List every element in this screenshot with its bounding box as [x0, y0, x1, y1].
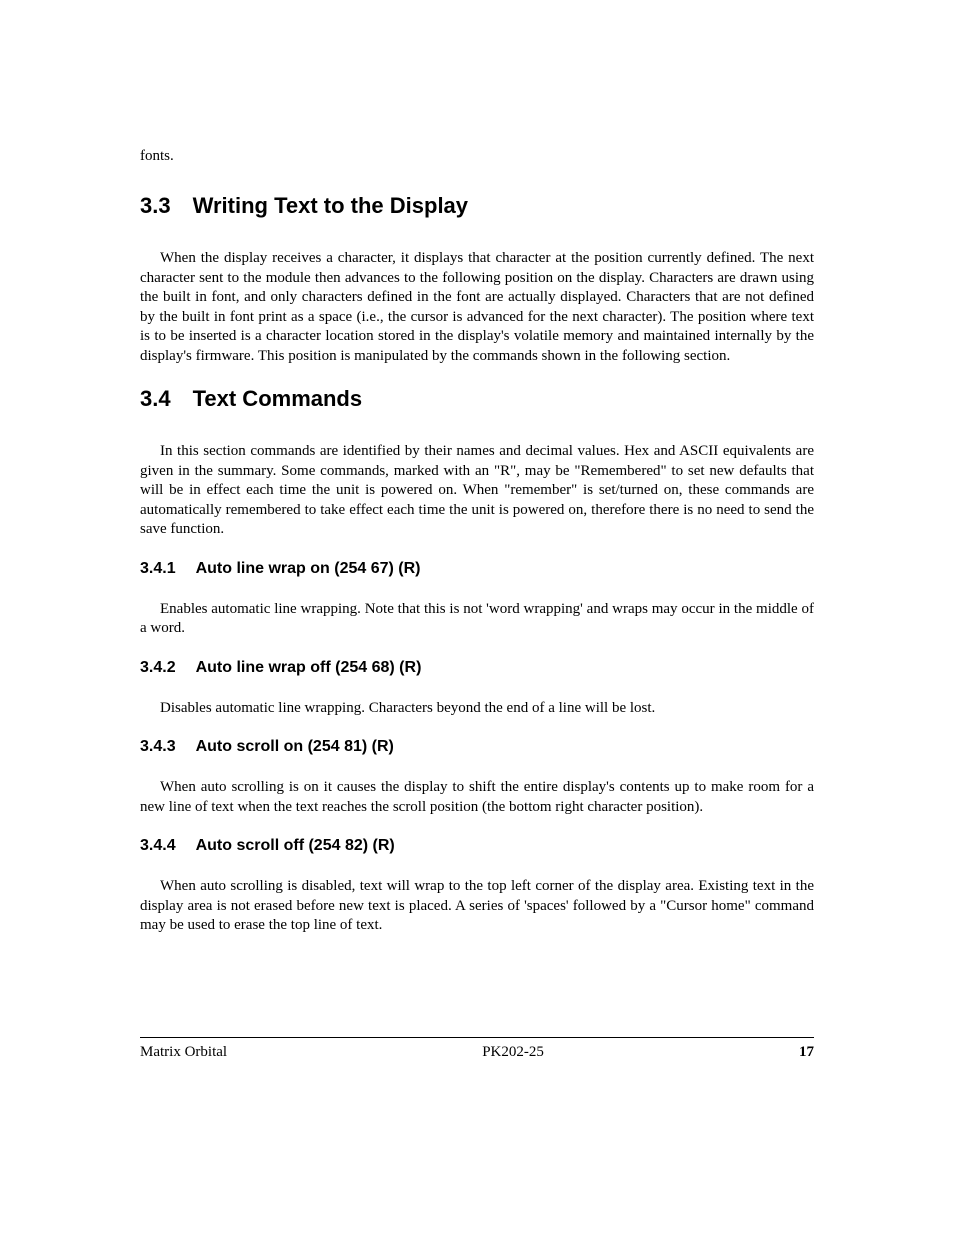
subsection-title: Auto line wrap off (254 68) (R) — [196, 659, 422, 676]
section-heading-3-4: 3.4 Text Commands — [140, 386, 814, 412]
subsection-heading-3-4-4: 3.4.4 Auto scroll off (254 82) (R) — [140, 837, 814, 855]
subsection-title: Auto scroll on (254 81) (R) — [196, 738, 394, 755]
footer-row: Matrix Orbital PK202-25 17 — [140, 1044, 814, 1061]
footer-center: PK202-25 — [227, 1044, 799, 1061]
section-body-3-4: In this section commands are identified … — [140, 442, 814, 540]
subsection-number: 3.4.2 — [140, 659, 176, 677]
subsection-body-3-4-3: When auto scrolling is on it causes the … — [140, 778, 814, 817]
section-heading-3-3: 3.3 Writing Text to the Display — [140, 193, 814, 219]
footer-right-page-number: 17 — [799, 1044, 814, 1061]
footer-rule — [140, 1037, 814, 1038]
fragment-text: fonts. — [140, 148, 814, 165]
subsection-body-3-4-1: Enables automatic line wrapping. Note th… — [140, 600, 814, 639]
subsection-heading-3-4-2: 3.4.2 Auto line wrap off (254 68) (R) — [140, 659, 814, 677]
subsection-body-3-4-4: When auto scrolling is disabled, text wi… — [140, 877, 814, 936]
subsection-title: Auto scroll off (254 82) (R) — [196, 837, 395, 854]
subsection-number: 3.4.4 — [140, 837, 176, 855]
section-number: 3.4 — [140, 386, 171, 412]
subsection-number: 3.4.1 — [140, 560, 176, 578]
subsection-heading-3-4-1: 3.4.1 Auto line wrap on (254 67) (R) — [140, 560, 814, 578]
subsection-title: Auto line wrap on (254 67) (R) — [196, 560, 421, 577]
page-content: fonts. 3.3 Writing Text to the Display Wh… — [140, 148, 814, 936]
subsection-number: 3.4.3 — [140, 738, 176, 756]
footer-left: Matrix Orbital — [140, 1044, 227, 1061]
page-footer: Matrix Orbital PK202-25 17 — [140, 1037, 814, 1061]
subsection-body-3-4-2: Disables automatic line wrapping. Charac… — [140, 699, 814, 719]
section-title: Writing Text to the Display — [193, 193, 468, 218]
section-body-3-3: When the display receives a character, i… — [140, 249, 814, 366]
section-title: Text Commands — [193, 386, 363, 411]
section-number: 3.3 — [140, 193, 171, 219]
subsection-heading-3-4-3: 3.4.3 Auto scroll on (254 81) (R) — [140, 738, 814, 756]
